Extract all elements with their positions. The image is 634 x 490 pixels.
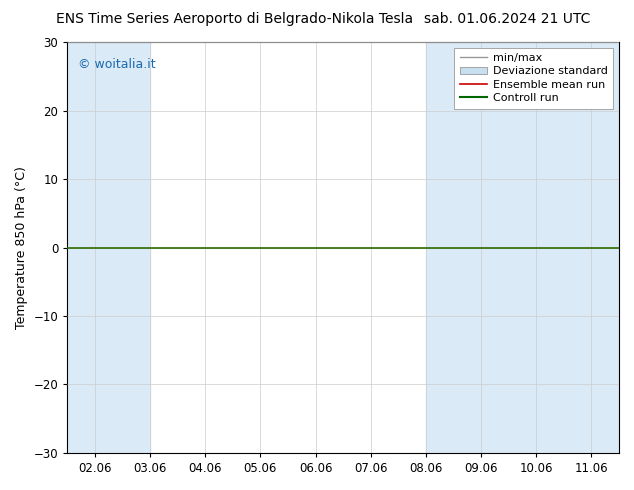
Bar	[67, 42, 150, 453]
Y-axis label: Temperature 850 hPa (°C): Temperature 850 hPa (°C)	[15, 166, 28, 329]
Legend: min/max, Deviazione standard, Ensemble mean run, Controll run: min/max, Deviazione standard, Ensemble m…	[454, 48, 614, 109]
Text: sab. 01.06.2024 21 UTC: sab. 01.06.2024 21 UTC	[424, 12, 590, 26]
Bar	[481, 42, 536, 453]
Bar	[536, 42, 619, 453]
Text: ENS Time Series Aeroporto di Belgrado-Nikola Tesla: ENS Time Series Aeroporto di Belgrado-Ni…	[56, 12, 413, 26]
Text: © woitalia.it: © woitalia.it	[79, 58, 156, 72]
Bar	[426, 42, 481, 453]
